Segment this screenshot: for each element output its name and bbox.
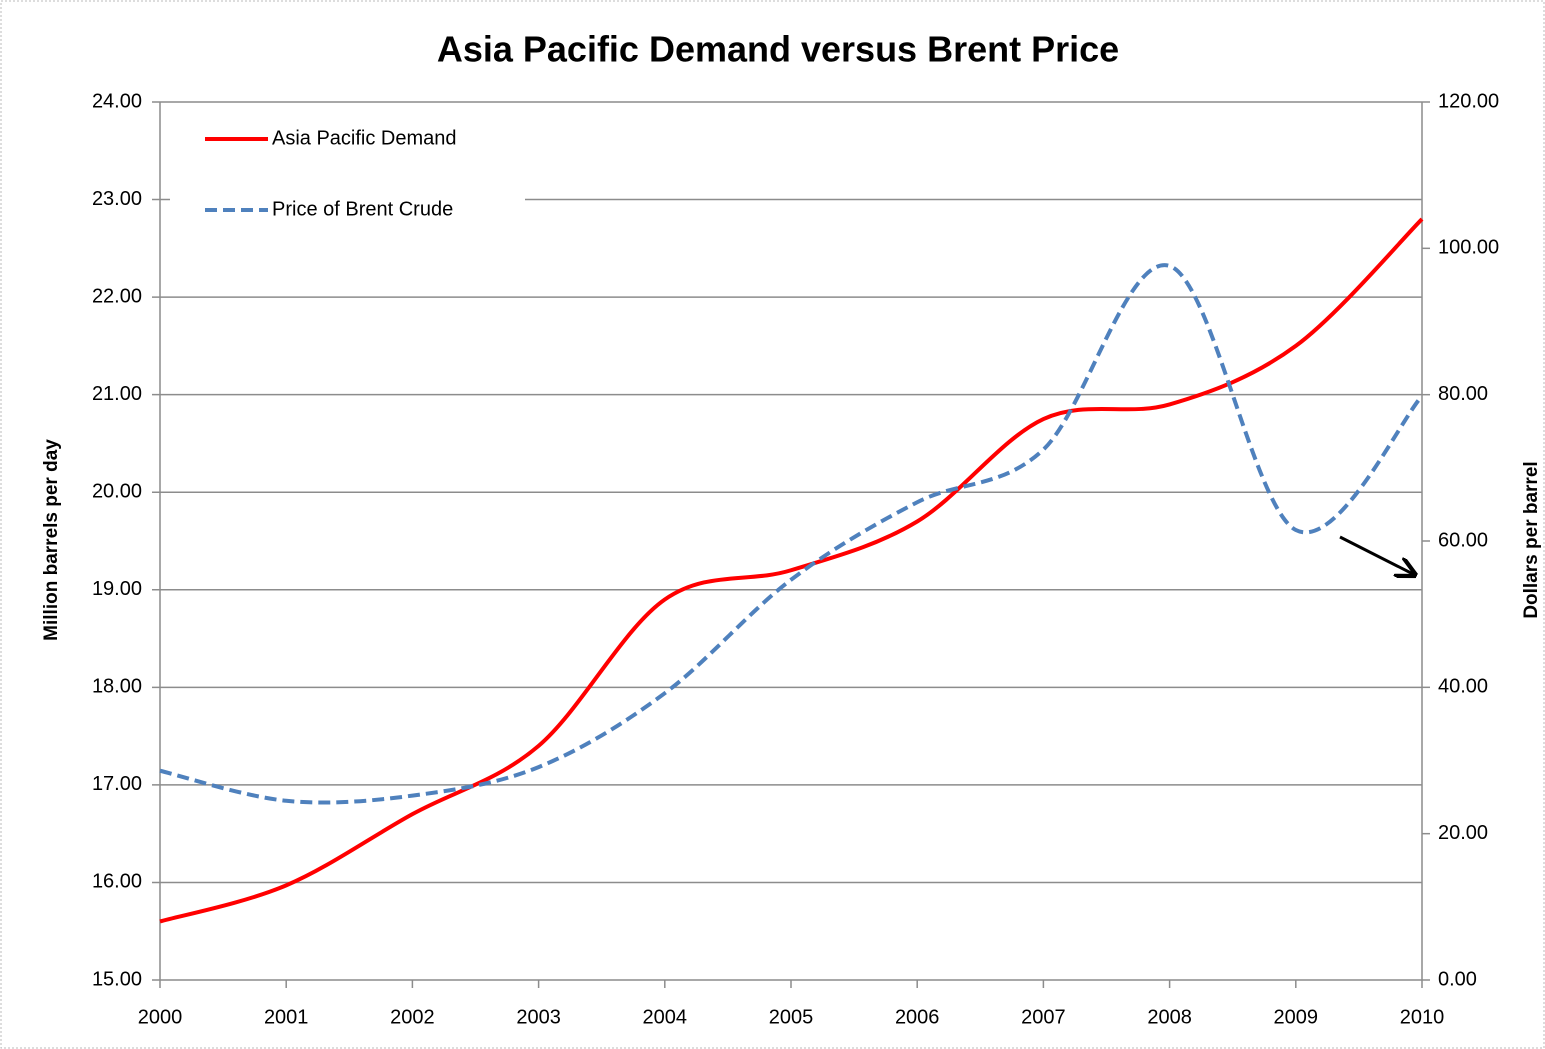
y2-tick-label: 0.00 (1438, 968, 1477, 990)
x-tick-label: 2008 (1147, 1006, 1192, 1028)
y2-tick-label: 120.00 (1438, 90, 1499, 112)
series-line (159, 263, 1424, 805)
x-tick-label: 2006 (895, 1006, 940, 1028)
legend: Asia Pacific Demand Price of Brent Crude (205, 127, 457, 220)
legend-label: Asia Pacific Demand (272, 127, 457, 149)
x-tick-label: 2000 (138, 1006, 183, 1028)
x-tick-label: 2002 (390, 1006, 435, 1028)
y2-tick-label: 40.00 (1438, 676, 1488, 698)
x-tick-label: 2010 (1400, 1006, 1445, 1028)
y-tick-label: 20.00 (92, 481, 142, 503)
x-tick-label: 2001 (264, 1006, 309, 1028)
grid: 15.00 16.00 17.00 18.00 19.00 20.00 21.00 22.00… (92, 90, 1499, 1028)
chart-title: Asia Pacific Demand versus Brent Price (437, 29, 1119, 70)
lines (159, 217, 1424, 924)
annotation-arrow (1339, 535, 1415, 575)
x-tick-label: 2005 (769, 1006, 814, 1028)
legend-label: Price of Brent Crude (272, 198, 453, 220)
x-tick-label: 2003 (516, 1006, 561, 1028)
y-tick-label: 24.00 (92, 90, 142, 112)
y-axis-title: Million barrels per day (41, 439, 62, 641)
y-tick-label: 23.00 (92, 188, 142, 210)
y-tick-label: 21.00 (92, 383, 142, 405)
y-tick-label: 18.00 (92, 676, 142, 698)
y-tick-label: 19.00 (92, 578, 142, 600)
y2-tick-label: 20.00 (1438, 822, 1488, 844)
x-tick-label: 2009 (1274, 1006, 1319, 1028)
x-tick-label: 2007 (1021, 1006, 1066, 1028)
x-tick-label: 2004 (643, 1006, 688, 1028)
y-tick-label: 15.00 (92, 968, 142, 990)
y-tick-label: 22.00 (92, 285, 142, 307)
series-line (159, 217, 1424, 924)
y2-tick-label: 60.00 (1438, 529, 1488, 551)
y-tick-label: 17.00 (92, 773, 142, 795)
y-tick-label: 16.00 (92, 871, 142, 893)
y2-tick-label: 80.00 (1438, 383, 1488, 405)
y2-tick-label: 100.00 (1438, 237, 1499, 259)
y2-axis-title: Dollars per barrel (1521, 461, 1542, 618)
